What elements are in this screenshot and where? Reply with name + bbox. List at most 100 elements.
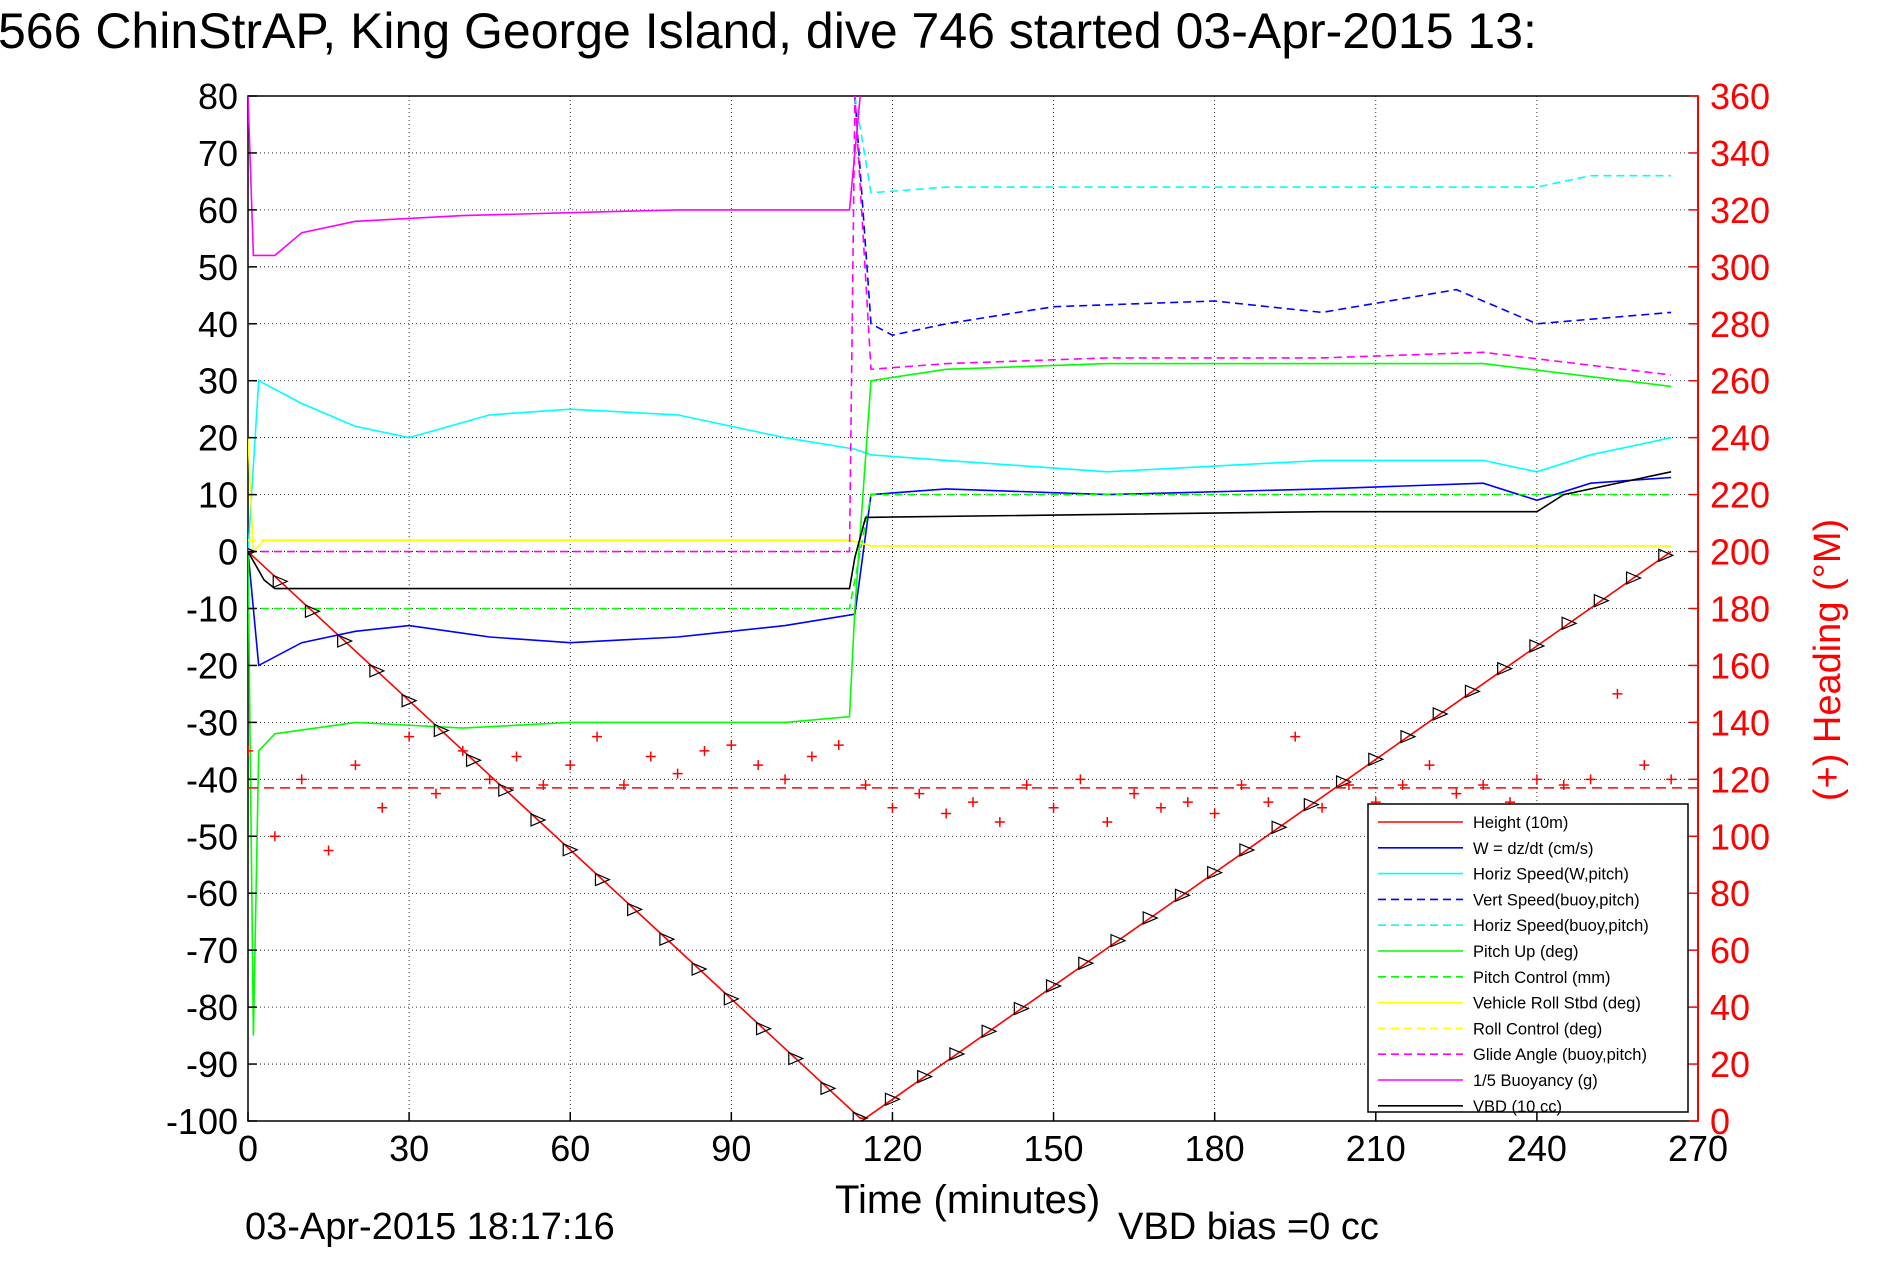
depth-marker (1400, 729, 1417, 744)
x-tick-label: 0 (238, 1128, 258, 1169)
legend-item: 1/5 Buoyancy (g) (1473, 1072, 1598, 1090)
y-tick-label: 0 (218, 532, 238, 573)
heading-point (511, 751, 522, 762)
series-line (248, 539, 1672, 547)
y2-tick-label: 300 (1710, 247, 1770, 288)
depth-marker (337, 634, 354, 648)
series-line (248, 476, 1672, 667)
depth-marker (1303, 797, 1320, 812)
y-tick-label: -90 (186, 1044, 238, 1085)
depth-marker (530, 813, 547, 827)
depth-marker (659, 932, 676, 947)
heading-point (994, 817, 1005, 828)
series-line (248, 493, 1672, 610)
heading-point (726, 740, 737, 751)
depth-marker (1593, 593, 1610, 608)
chart-title: 566 ChinStrAP, King George Island, dive … (0, 3, 1537, 59)
legend: Height (10m) W = dz/dt (cm/s) Horiz Speed(… (1367, 803, 1689, 1116)
depth-marker (369, 663, 386, 678)
y2-tick-label: 260 (1710, 361, 1770, 402)
series-layer (248, 96, 1675, 1121)
y-tick-label: 70 (198, 133, 238, 174)
heading-point (1075, 774, 1086, 785)
depth-marker (1625, 571, 1643, 585)
heading-point (1639, 760, 1650, 771)
legend-item: Pitch Control (mm) (1473, 969, 1611, 987)
axes: 0 30 60 90 120 150 180 210 240 270 80 70 60 50 40 30 20 1… (166, 76, 1770, 1169)
y-tick-label: -30 (186, 702, 238, 743)
heading-point (430, 788, 441, 799)
heading-layer (248, 688, 1698, 856)
x-tick-label: 120 (862, 1128, 922, 1169)
y-tick-label: -60 (186, 873, 238, 914)
heading-point (887, 802, 898, 813)
depth-marker (1142, 911, 1159, 925)
y2-tick-label: 120 (1710, 759, 1770, 800)
heading-point (1451, 788, 1462, 799)
timestamp: 03-Apr-2015 18:17:16 (245, 1206, 615, 1248)
heading-point (538, 780, 549, 791)
heading-point (1021, 780, 1032, 791)
heading-point (1102, 817, 1113, 828)
depth-marker (1174, 888, 1191, 903)
heading-point (565, 760, 576, 771)
x-tick-label: 240 (1507, 1128, 1567, 1169)
heading-point (404, 731, 415, 742)
heading-point (833, 740, 844, 751)
depth-marker (852, 1111, 869, 1121)
y2-tick-label: 140 (1710, 702, 1770, 743)
heading-point (1666, 774, 1677, 785)
heading-point (806, 751, 817, 762)
y2-tick-label: 320 (1710, 190, 1770, 231)
heading-point (1236, 780, 1247, 791)
depth-marker (272, 574, 289, 589)
y-tick-label: -10 (186, 589, 238, 630)
heading-point (484, 774, 495, 785)
depth-marker (1045, 979, 1063, 993)
series-line (248, 471, 1672, 590)
heading-point (914, 788, 925, 799)
heading-point (269, 831, 280, 842)
heading-point (860, 780, 871, 791)
legend-item: Vert Speed(buoy,pitch) (1473, 891, 1640, 909)
depth-marker (1335, 775, 1353, 789)
depth-marker (755, 1021, 773, 1036)
heading-point (1209, 808, 1220, 819)
depth-marker (981, 1024, 998, 1039)
depth-marker (1432, 707, 1449, 721)
legend-item: W = dz/dt (cm/s) (1473, 840, 1594, 858)
y-tick-label: 30 (198, 361, 238, 402)
heading-point (672, 768, 683, 779)
heading-point (1263, 797, 1274, 808)
heading-point (941, 808, 952, 819)
legend-item: Roll Control (deg) (1473, 1020, 1602, 1038)
heading-point (1129, 788, 1140, 799)
y-tick-label: -20 (186, 645, 238, 686)
heading-point (1397, 780, 1408, 791)
series-line (248, 96, 861, 257)
depth-marker (594, 872, 611, 887)
heading-point (323, 845, 334, 856)
legend-item: VBD (10 cc) (1473, 1098, 1562, 1116)
series-line (248, 550, 1672, 1119)
heading-point (753, 760, 764, 771)
series-line (854, 96, 1672, 194)
y-tick-label: -100 (166, 1101, 238, 1142)
legend-item: Horiz Speed(W,pitch) (1473, 866, 1629, 884)
x-tick-label: 90 (711, 1128, 751, 1169)
y2-tick-label: 280 (1710, 304, 1770, 345)
depth-marker (949, 1047, 966, 1061)
heading-point (1612, 688, 1623, 699)
heading-point (968, 797, 978, 808)
series-line (248, 379, 1672, 552)
heading-point (296, 774, 307, 785)
y-tick-label: 40 (198, 304, 238, 345)
y-tick-label: -80 (186, 987, 238, 1028)
depth-marker (1658, 548, 1675, 563)
y-tick-label: -50 (186, 816, 238, 857)
heading-point (1048, 802, 1059, 813)
heading-point (1478, 780, 1489, 791)
y2-tick-label: 360 (1710, 76, 1770, 117)
series-line (248, 362, 1672, 1036)
y-tick-label: 10 (198, 475, 238, 516)
